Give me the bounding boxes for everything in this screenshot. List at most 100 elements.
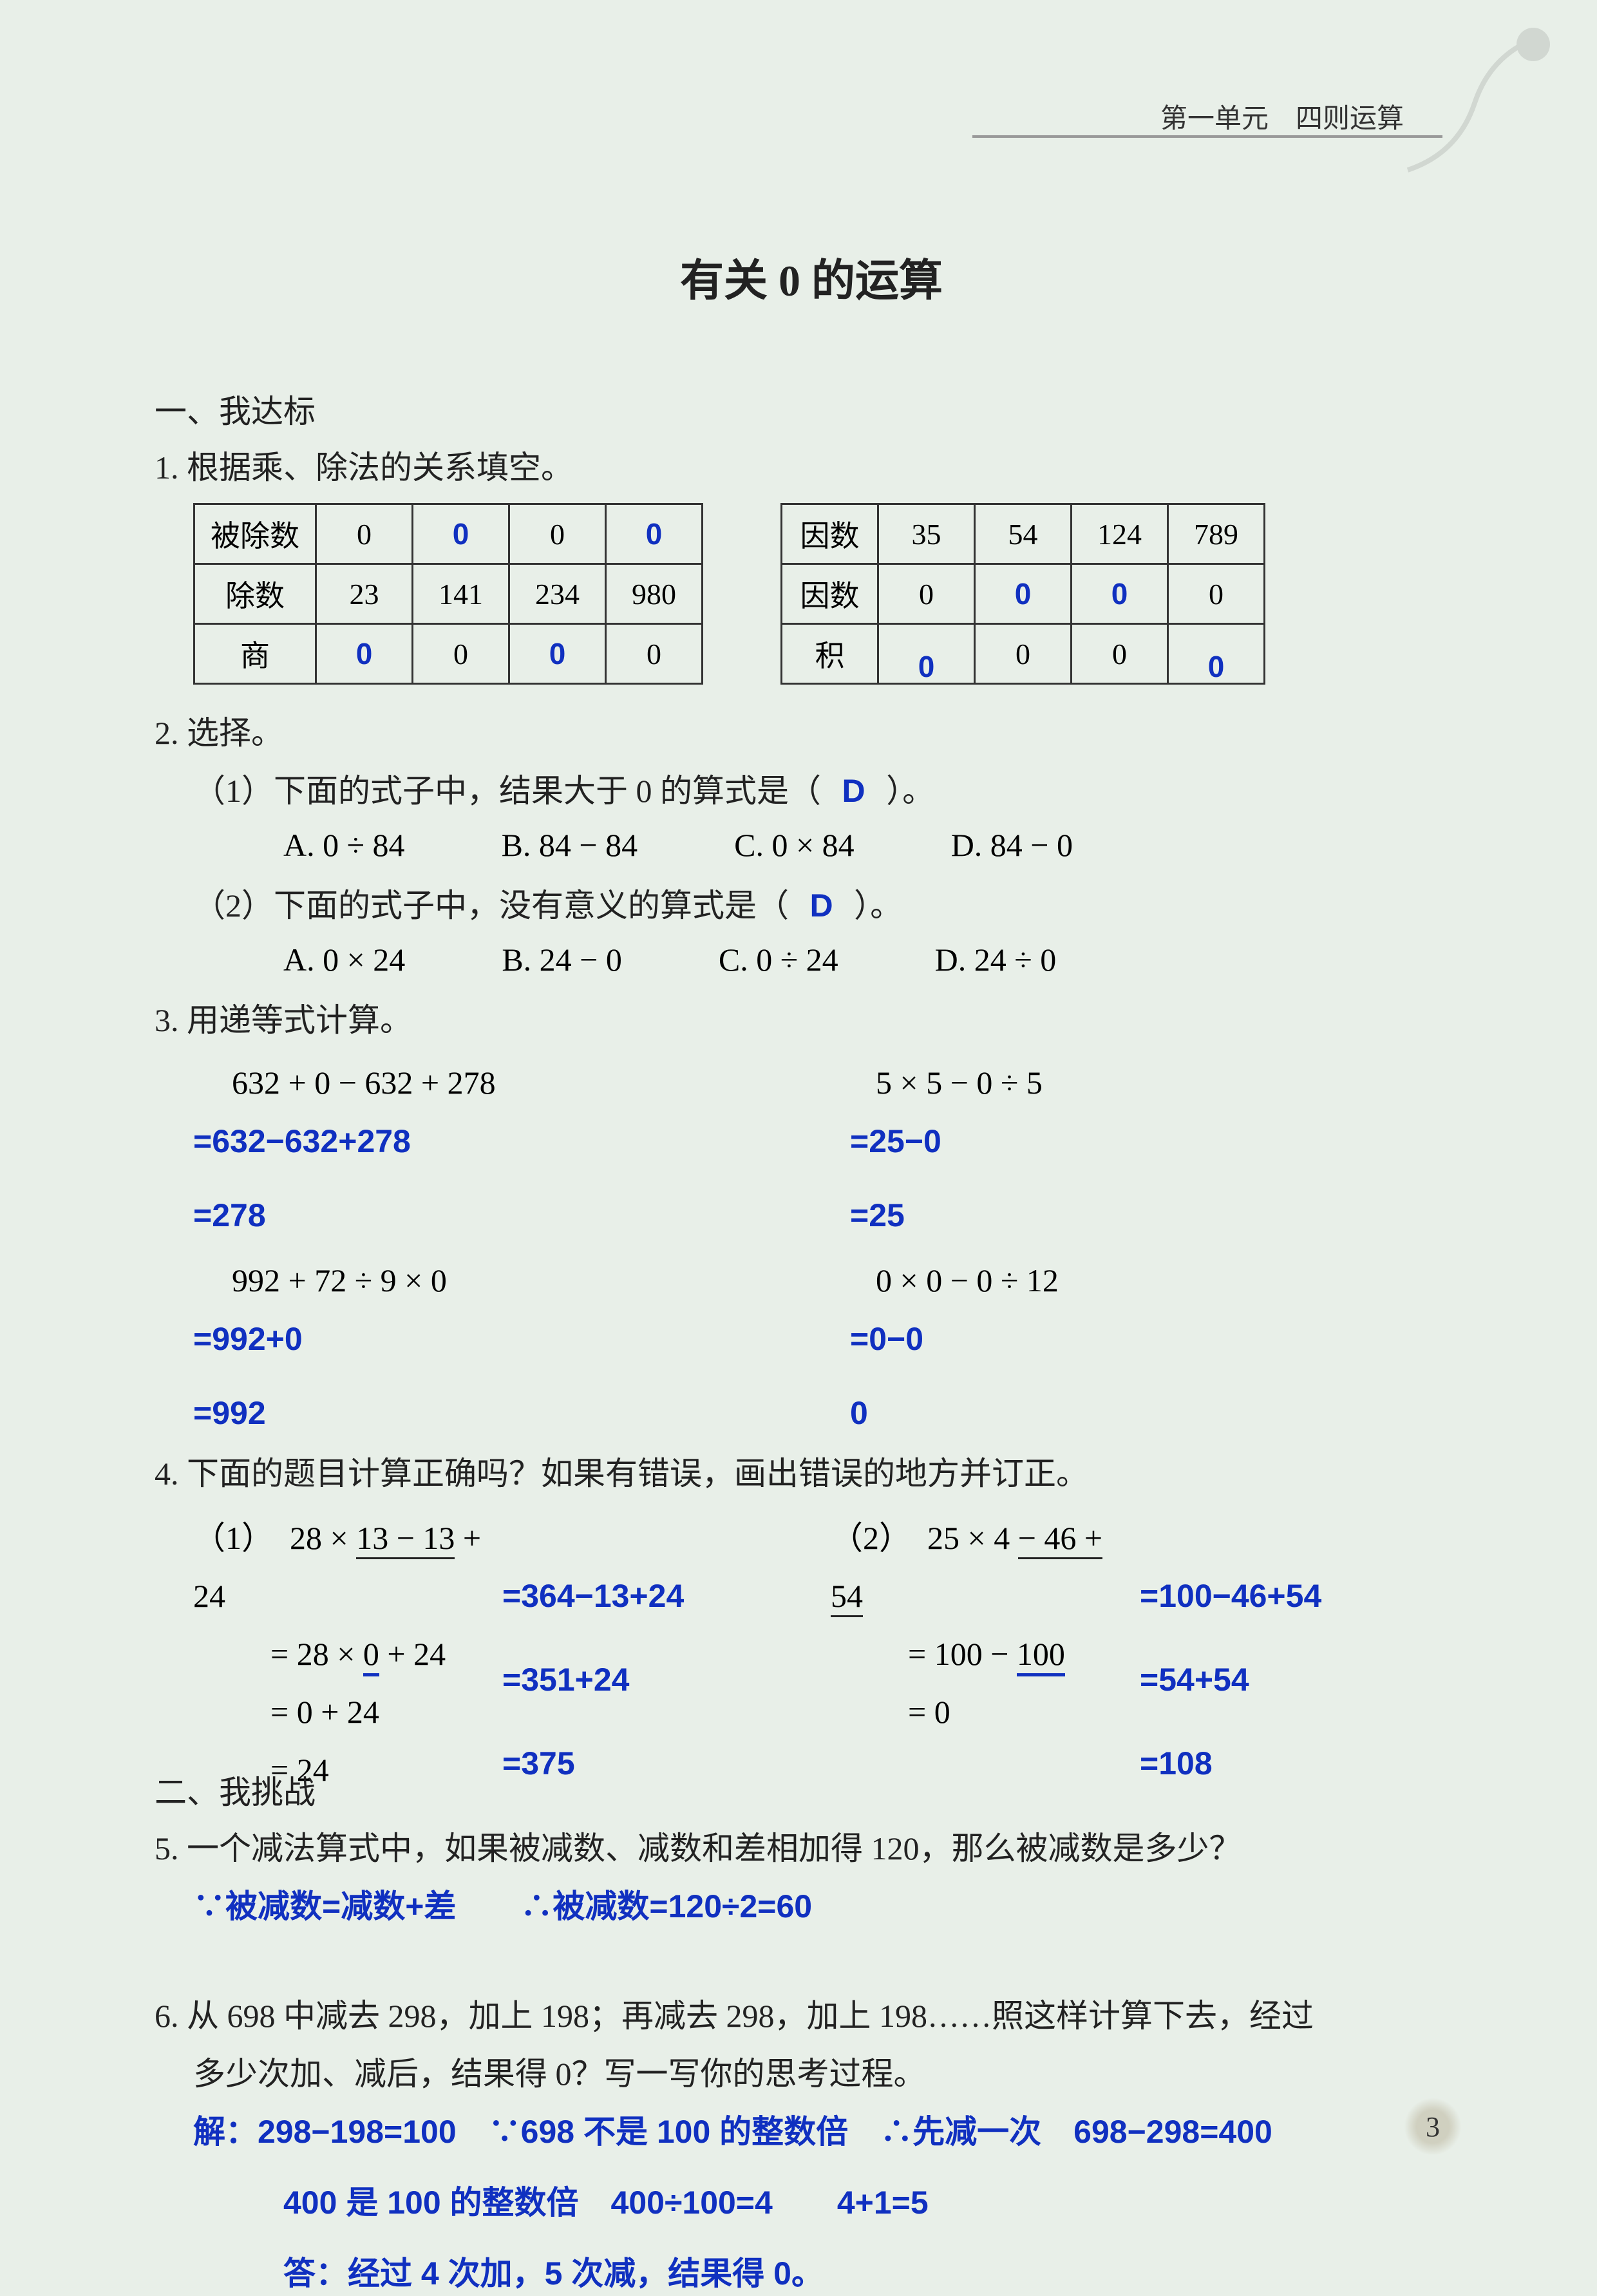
q1-tables: 被除数 0 0 0 0 除数 23 141 234 980 商 0 0 0 0 … [193,503,1468,685]
step: =278 [193,1188,850,1243]
step: 0 [850,1386,1468,1441]
label: （2） [831,1520,911,1556]
line: = 0 [831,1683,1140,1741]
q3-col2b: 0 × 0 − 0 ÷ 12 =0−0 0 [850,1253,1468,1445]
section1-heading: 一、我达标 [155,386,1468,432]
q2s2-choices: A. 0 × 24 B. 24 − 0 C. 0 ÷ 24 D. 24 ÷ 0 [155,941,1468,978]
choice-a: A. 0 ÷ 84 [283,826,405,864]
unit-header: 第一单元 四则运算 [1160,97,1404,136]
line: （2） 25 × 4 − 46 + 54 [831,1509,1140,1625]
table-cell: 234 [509,564,606,624]
choice-c: C. 0 × 84 [734,826,855,864]
corr: =54+54 [1140,1651,1468,1709]
line: = 100 − 100 [831,1625,1140,1683]
table-cell: 0 [975,624,1072,684]
table-cell: 0 [413,504,509,564]
q4s1-correction: =364−13+24 =351+24 =375 [502,1509,831,1799]
txt: = 28 × [270,1636,363,1672]
step: =0−0 [850,1312,1468,1367]
table-cell: 0 [975,564,1072,624]
q3-col1a: 632 + 0 − 632 + 278 =632−632+278 =278 [155,1056,850,1247]
step: =992 [193,1386,850,1441]
txt: 28 × [290,1520,356,1556]
answer-text: 0 [918,650,935,683]
label: （1） [193,1520,274,1556]
table-cell: 0 [878,624,975,684]
table-cell: 0 [413,624,509,684]
q4-grid: （1） 28 × 13 − 13 + 24 = 28 × 0 + 24 = 0 … [193,1509,1468,1799]
q2s2-after: ）。 [854,887,902,924]
table-cell: 23 [316,564,413,624]
answer-text: 0 [549,637,566,670]
page-title: 有关 0 的运算 [155,245,1468,308]
q2s2-before: （2）下面的式子中，没有意义的算式是（ [193,887,789,924]
table-cell: 0 [606,504,703,564]
txt: = 100 − [908,1636,1017,1672]
step: =25−0 [850,1114,1468,1169]
step: =992+0 [193,1312,850,1367]
q1-table-right: 因数 35 54 124 789 因数 0 0 0 0 积 0 0 0 0 [780,503,1265,685]
table-cell: 因数 [782,564,878,624]
q2s1-before: （1）下面的式子中，结果大于 0 的算式是（ [193,773,821,809]
q2s1-answer: D [829,773,878,809]
q6-a3: 答：经过 4 次加，5 次减，结果得 0。 [155,2251,1468,2296]
q3-col2a: 5 × 5 − 0 ÷ 5 =25−0 =25 [850,1056,1468,1247]
q1-prompt: 1. 根据乘、除法的关系填空。 [155,445,1468,490]
answer-text: 0 [646,517,663,551]
table-cell: 0 [606,624,703,684]
line: （1） 28 × 13 − 13 + 24 [193,1509,502,1625]
answer-text: 0 [453,517,469,551]
answer-text: 0 [1111,577,1128,611]
q4s2-correction: =100−46+54 =54+54 =108 [1140,1509,1468,1799]
q3-row-b: 992 + 72 ÷ 9 × 0 =992+0 =992 0 × 0 − 0 ÷… [155,1253,1468,1445]
corr: =108 [1140,1734,1468,1792]
q6-a1: 解：298−198=100 ∵698 不是 100 的整数倍 ∴先减一次 698… [155,2109,1468,2154]
expr: 0 × 0 − 0 ÷ 12 [850,1253,1468,1308]
expr: 992 + 72 ÷ 9 × 0 [232,1253,850,1308]
q4s2-original: （2） 25 × 4 − 46 + 54 = 100 − 100 = 0 [831,1509,1140,1799]
q4s1-original: （1） 28 × 13 − 13 + 24 = 28 × 0 + 24 = 0 … [193,1509,502,1799]
table-cell: 980 [606,564,703,624]
q4-sub1: （1） 28 × 13 − 13 + 24 = 28 × 0 + 24 = 0 … [193,1509,831,1799]
q2s2-answer: D [797,887,846,924]
corr: =100−46+54 [1140,1567,1468,1625]
choice-b: B. 84 − 84 [502,826,638,864]
answer-text: 0 [1015,577,1032,611]
q2-sub1: （1）下面的式子中，结果大于 0 的算式是（ D ）。 [155,768,1468,813]
table-cell: 0 [509,624,606,684]
header-underline [972,135,1442,138]
table-cell: 0 [1168,564,1265,624]
table-cell: 0 [316,504,413,564]
table-cell: 0 [1168,624,1265,684]
table-cell: 789 [1168,504,1265,564]
q2s1-choices: A. 0 ÷ 84 B. 84 − 84 C. 0 × 84 D. 84 − 0 [155,826,1468,864]
q2s1-after: ）。 [886,773,934,809]
corner-decoration [1391,19,1558,187]
q3-col1b: 992 + 72 ÷ 9 × 0 =992+0 =992 [155,1253,850,1445]
choice-c: C. 0 ÷ 24 [719,941,838,978]
expr: 632 + 0 − 632 + 278 [232,1056,850,1110]
underlined: 13 − 13 [356,1520,455,1559]
choice-d: D. 24 ÷ 0 [935,941,1057,978]
q2-sub2: （2）下面的式子中，没有意义的算式是（ D ）。 [155,883,1468,928]
table-cell: 积 [782,624,878,684]
q4-prompt: 4. 下面的题目计算正确吗？如果有错误，画出错误的地方并订正。 [155,1451,1468,1496]
corr: =364−13+24 [502,1567,831,1625]
choice-b: B. 24 − 0 [502,941,622,978]
table-cell: 0 [509,504,606,564]
corr: =351+24 [502,1651,831,1709]
step: =632−632+278 [193,1114,850,1169]
table-cell: 除数 [194,564,316,624]
line: = 28 × 0 + 24 [193,1625,502,1683]
q6-a2: 400 是 100 的整数倍 400÷100=4 4+1=5 [155,2180,1468,2225]
q6-prompt1: 6. 从 698 中减去 298，加上 198；再减去 298，加上 198……… [155,1993,1468,2038]
table-cell: 被除数 [194,504,316,564]
underlined: 100 [1017,1636,1065,1676]
choice-a: A. 0 × 24 [283,941,405,978]
q4-sub2: （2） 25 × 4 − 46 + 54 = 100 − 100 = 0 =10… [831,1509,1468,1799]
underlined: 0 [363,1636,379,1676]
answer-text: 0 [356,637,373,670]
txt: 25 × 4 [927,1520,1018,1556]
table-cell: 124 [1072,504,1168,564]
table-cell: 54 [975,504,1072,564]
